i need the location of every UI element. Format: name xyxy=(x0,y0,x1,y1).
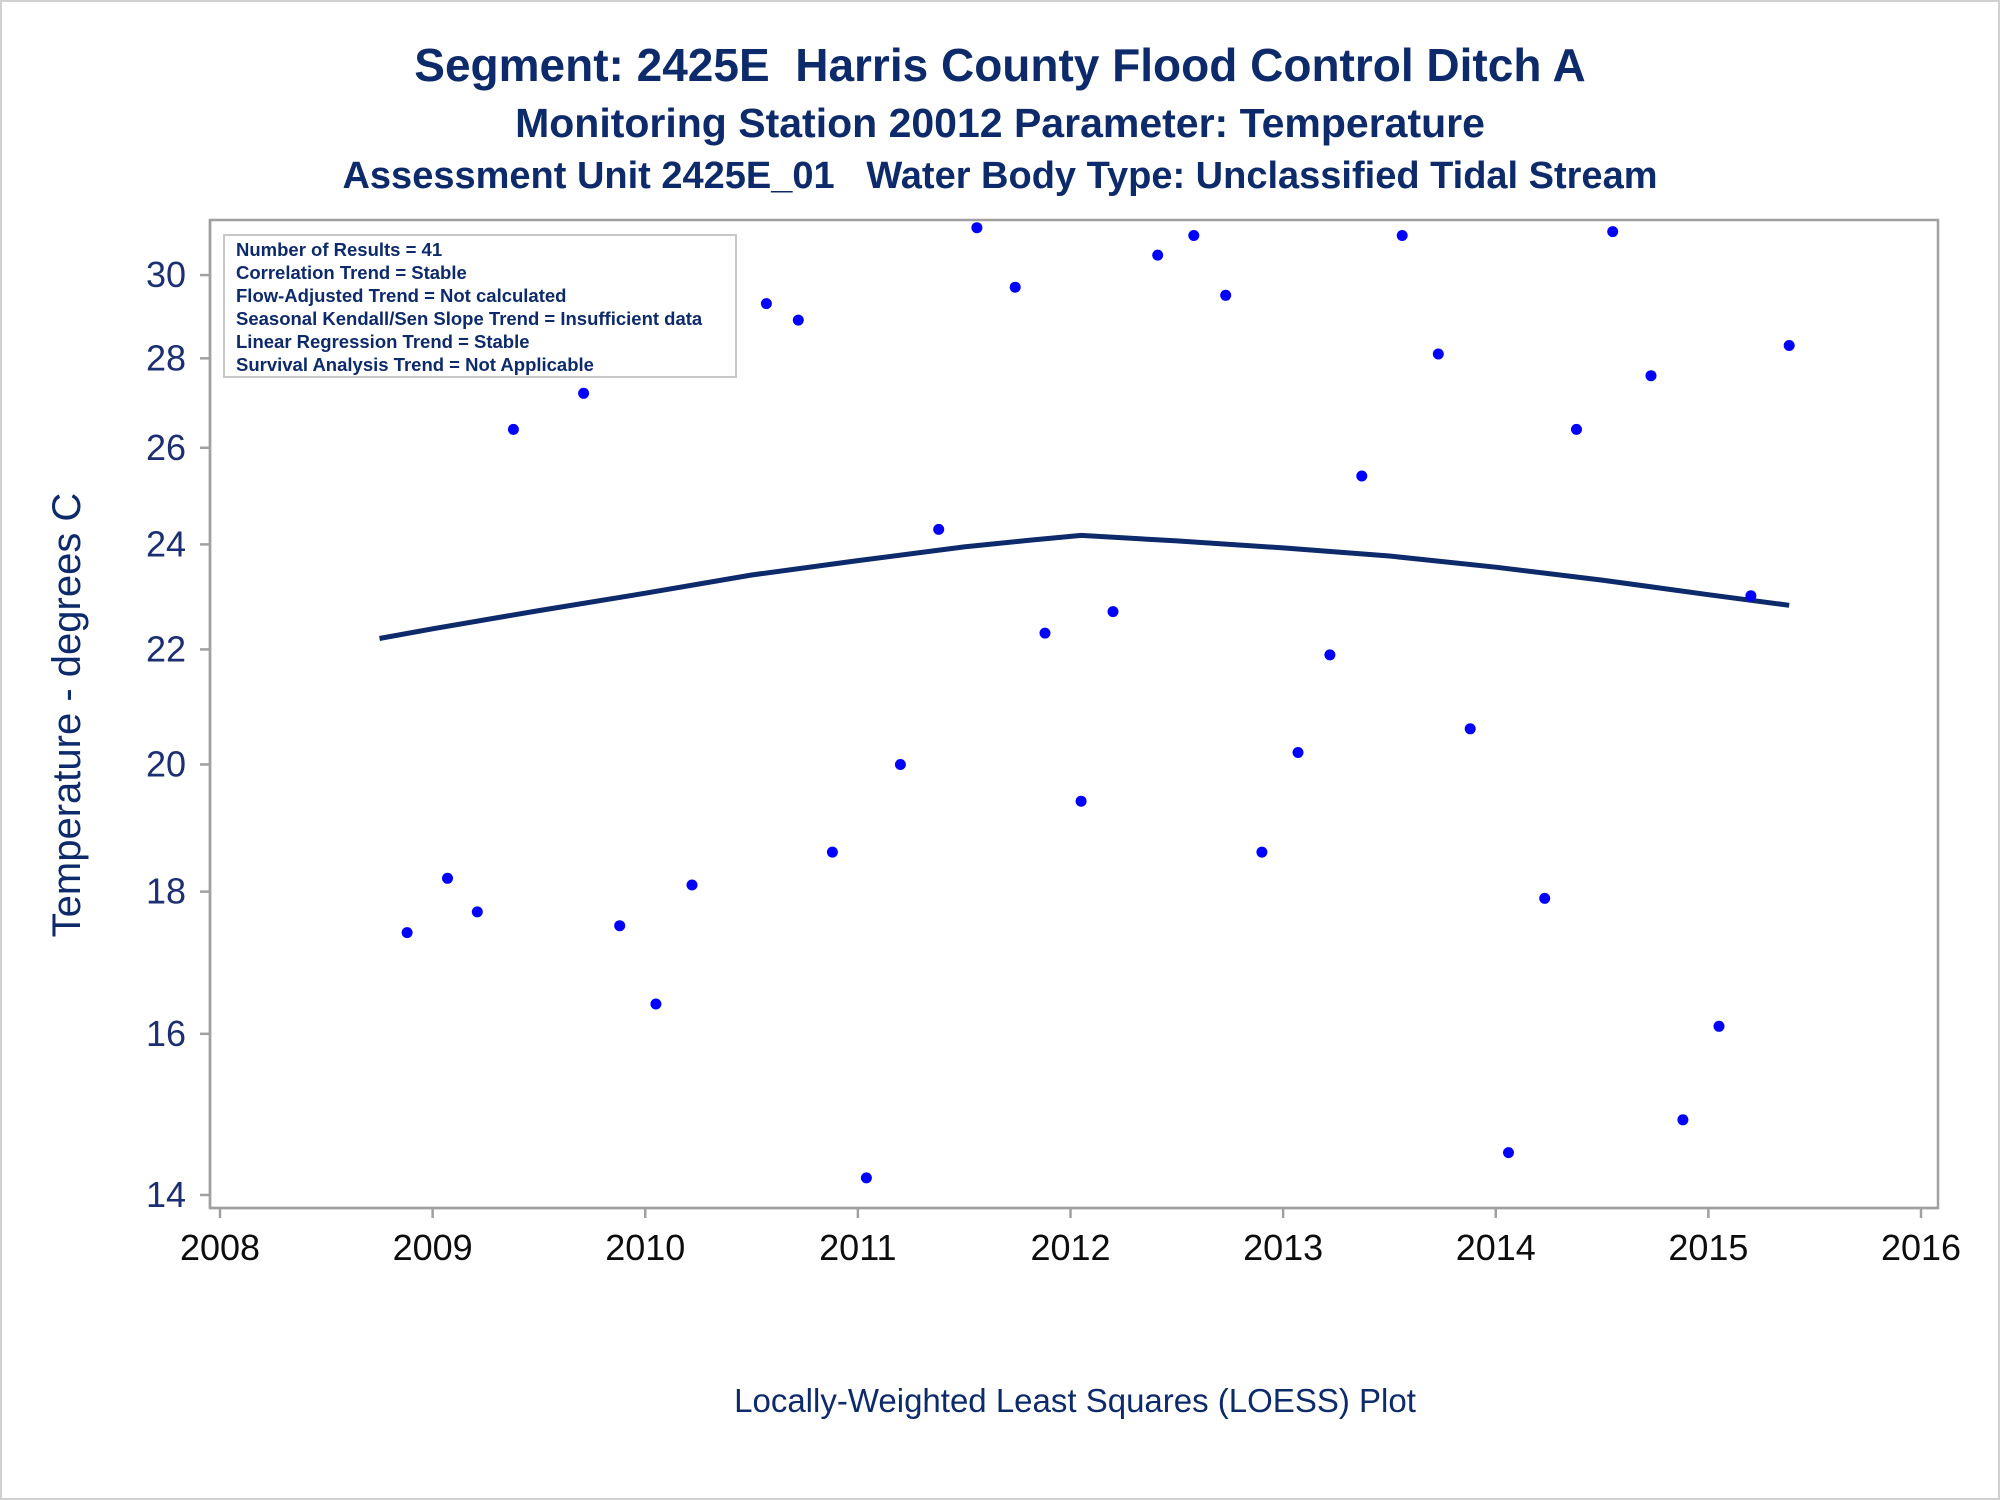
points-layer xyxy=(374,222,1795,1184)
data-point xyxy=(401,927,413,939)
data-point xyxy=(933,523,945,535)
data-point xyxy=(614,920,626,932)
y-tick-label: 16 xyxy=(146,1013,186,1054)
y-tick-label: 22 xyxy=(146,628,186,669)
data-point xyxy=(1188,230,1200,241)
x-tick-label: 2013 xyxy=(1243,1227,1323,1268)
x-axis: 2008 2009 2010 2011 2012 2013 2014 2015 2016 xyxy=(180,1206,1961,1268)
stats-number-of-results: Number of Results = 41 xyxy=(236,239,442,260)
data-point xyxy=(1324,649,1336,661)
data-point xyxy=(1009,281,1021,293)
data-point xyxy=(860,1172,872,1184)
stats-seasonal-kendall-trend: Seasonal Kendall/Sen Slope Trend = Insuf… xyxy=(236,308,703,329)
chart-title: Segment: 2425E Harris County Flood Contr… xyxy=(414,39,1586,91)
data-point xyxy=(760,298,772,310)
data-point xyxy=(1039,627,1051,639)
y-tick-label: 20 xyxy=(146,743,186,784)
x-tick-label: 2011 xyxy=(819,1227,896,1268)
stats-survival-analysis-trend: Survival Analysis Trend = Not Applicable xyxy=(236,354,594,375)
x-tick-label: 2009 xyxy=(393,1227,473,1268)
data-point xyxy=(686,879,698,891)
data-point xyxy=(1539,892,1551,904)
data-point xyxy=(792,314,804,326)
data-point xyxy=(1256,846,1268,858)
data-point xyxy=(1075,795,1087,807)
stats-box-frame xyxy=(223,234,737,378)
y-tick-label: 24 xyxy=(146,523,186,564)
y-tick-label: 30 xyxy=(146,254,186,295)
y-tick-label: 26 xyxy=(146,427,186,468)
data-point xyxy=(1107,606,1119,618)
data-point xyxy=(1783,340,1795,351)
loess-layer xyxy=(379,532,1790,641)
data-point xyxy=(1677,1114,1689,1126)
x-tick-label: 2012 xyxy=(1030,1227,1110,1268)
data-point xyxy=(442,872,453,884)
data-point xyxy=(1503,1147,1514,1159)
x-tick-label: 2016 xyxy=(1881,1227,1961,1268)
stats-linear-regression-trend: Linear Regression Trend = Stable xyxy=(236,331,530,352)
data-point xyxy=(1220,289,1232,301)
data-point xyxy=(1571,423,1582,435)
loess-curve xyxy=(379,532,1790,641)
data-point xyxy=(578,387,590,399)
data-point xyxy=(1607,226,1619,238)
y-axis: 14 16 18 20 22 24 26 28 30 xyxy=(146,220,212,1215)
x-tick-label: 2015 xyxy=(1668,1227,1748,1268)
data-point xyxy=(971,222,983,234)
data-point xyxy=(894,759,906,770)
x-tick-label: 2010 xyxy=(605,1227,685,1268)
y-tick-label: 14 xyxy=(146,1174,186,1215)
x-tick-label: 2008 xyxy=(180,1227,260,1268)
data-point xyxy=(1645,370,1657,382)
data-point xyxy=(826,846,838,858)
chart-footnote: Locally-Weighted Least Squares (LOESS) P… xyxy=(734,1382,1416,1419)
data-point xyxy=(1745,590,1757,602)
chart-subtitle-station: Monitoring Station 20012 Parameter: Temp… xyxy=(515,100,1485,146)
data-point xyxy=(1713,1020,1725,1032)
data-point xyxy=(650,998,662,1010)
x-tick-label: 2014 xyxy=(1456,1227,1536,1268)
stats-flow-adjusted-trend: Flow-Adjusted Trend = Not calculated xyxy=(236,285,566,306)
chart-subtitle-assessment: Assessment Unit 2425E_01 Water Body Type… xyxy=(342,155,1658,197)
y-tick-label: 28 xyxy=(146,337,186,378)
y-tick-label: 18 xyxy=(146,871,186,912)
data-point xyxy=(1432,348,1444,360)
data-point xyxy=(471,906,483,918)
data-point xyxy=(1396,230,1408,241)
y-axis-label: Temperature - degrees C xyxy=(45,493,89,938)
stats-correlation-trend: Correlation Trend = Stable xyxy=(236,262,467,283)
data-point xyxy=(1464,723,1476,735)
stats-box: Number of Results = 41 Correlation Trend… xyxy=(223,234,737,378)
data-point xyxy=(1152,249,1164,261)
data-point xyxy=(1356,470,1368,482)
data-point xyxy=(1292,747,1304,758)
data-point xyxy=(507,423,519,435)
